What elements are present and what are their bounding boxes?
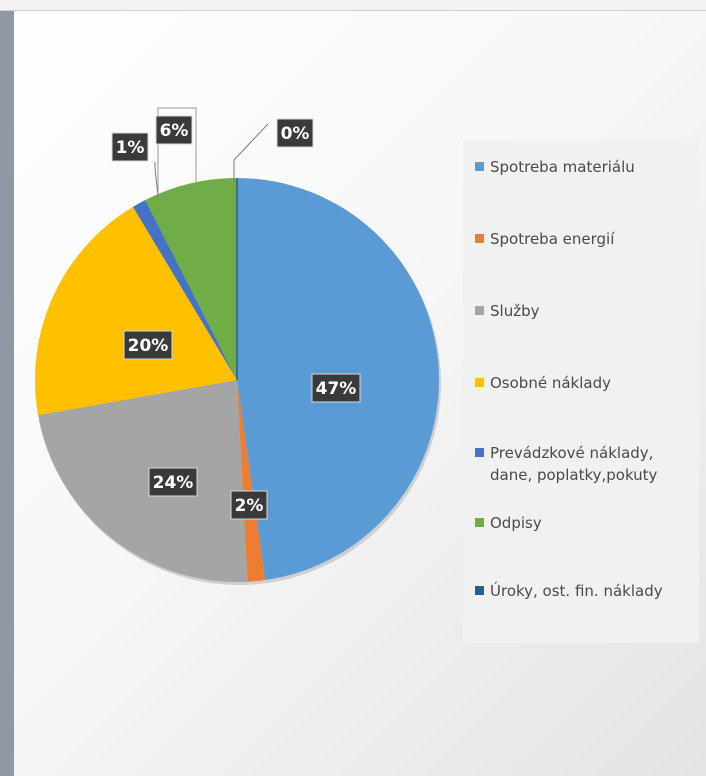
pie-slice-spotreba-energii bbox=[237, 380, 266, 582]
svg-text:20%: 20% bbox=[128, 336, 169, 356]
legend-swatch bbox=[475, 162, 484, 171]
pie-slice-odpisy bbox=[145, 178, 237, 380]
window-top-border bbox=[0, 0, 706, 11]
legend-swatch bbox=[475, 306, 484, 315]
data-label-prevadzkove-naklady-dane-poplatky-pokuty: 1% bbox=[111, 132, 149, 162]
leader-line-uroky-ost-fin-naklady bbox=[233, 123, 269, 182]
svg-text:24%: 24% bbox=[153, 473, 194, 493]
legend-item-odpisy: Odpisy bbox=[475, 512, 542, 534]
leader-line-prevadzkove-naklady-dane-poplatky-pokuty bbox=[154, 162, 159, 198]
svg-text:6%: 6% bbox=[160, 121, 189, 141]
legend-label: Prevádzkové náklady, bbox=[490, 444, 654, 462]
legend-item-spotreba-energii: Spotreba energií bbox=[475, 228, 614, 250]
window-edge bbox=[0, 0, 14, 776]
data-label-odpisy: 6% bbox=[155, 115, 193, 145]
legend-swatch bbox=[475, 448, 484, 457]
data-label-uroky-ost-fin-naklady: 0% bbox=[276, 118, 314, 148]
label-bracket bbox=[157, 107, 197, 196]
legend-swatch bbox=[475, 234, 484, 243]
legend-item-spotreba-materialu: Spotreba materiálu bbox=[475, 156, 635, 178]
data-label-sluzby: 24% bbox=[148, 467, 198, 497]
legend-label: Osobné náklady bbox=[490, 374, 611, 392]
legend-label: Spotreba energií bbox=[490, 230, 615, 248]
legend-swatch bbox=[475, 518, 484, 527]
svg-text:47%: 47% bbox=[316, 379, 357, 399]
data-label-spotreba-energii: 2% bbox=[230, 490, 268, 520]
legend-item-uroky-ost-fin-naklady: Úroky, ost. fin. náklady bbox=[475, 580, 663, 602]
legend-label: dane, poplatky,pokuty bbox=[490, 466, 658, 484]
legend-label: Spotreba materiálu bbox=[490, 158, 635, 176]
pie-slice-sluzby bbox=[38, 380, 248, 582]
legend-label: Služby bbox=[490, 302, 540, 320]
legend-label: Úroky, ost. fin. náklady bbox=[490, 582, 663, 600]
legend-item-osobne-naklady: Osobné náklady bbox=[475, 372, 611, 394]
data-label-spotreba-materialu: 47% bbox=[311, 373, 361, 403]
svg-text:0%: 0% bbox=[281, 124, 310, 144]
chart-legend: Spotreba materiálu Spotreba energií Služby… bbox=[463, 140, 699, 643]
data-label-osobne-naklady: 20% bbox=[123, 330, 173, 360]
legend-swatch bbox=[475, 586, 484, 595]
legend-item-prevadzkove-naklady-dane-poplatky-pokuty: Prevádzkové náklady, dane, poplatky,pokut… bbox=[475, 442, 657, 486]
legend-swatch bbox=[475, 378, 484, 387]
svg-text:2%: 2% bbox=[235, 496, 264, 516]
legend-label: Odpisy bbox=[490, 514, 542, 532]
legend-item-sluzby: Služby bbox=[475, 300, 539, 322]
pie-slice-prevadzkove-naklady-dane-poplatky-pokuty bbox=[132, 200, 237, 380]
pie-slice-osobne-naklady bbox=[34, 206, 238, 416]
svg-text:1%: 1% bbox=[116, 138, 145, 158]
